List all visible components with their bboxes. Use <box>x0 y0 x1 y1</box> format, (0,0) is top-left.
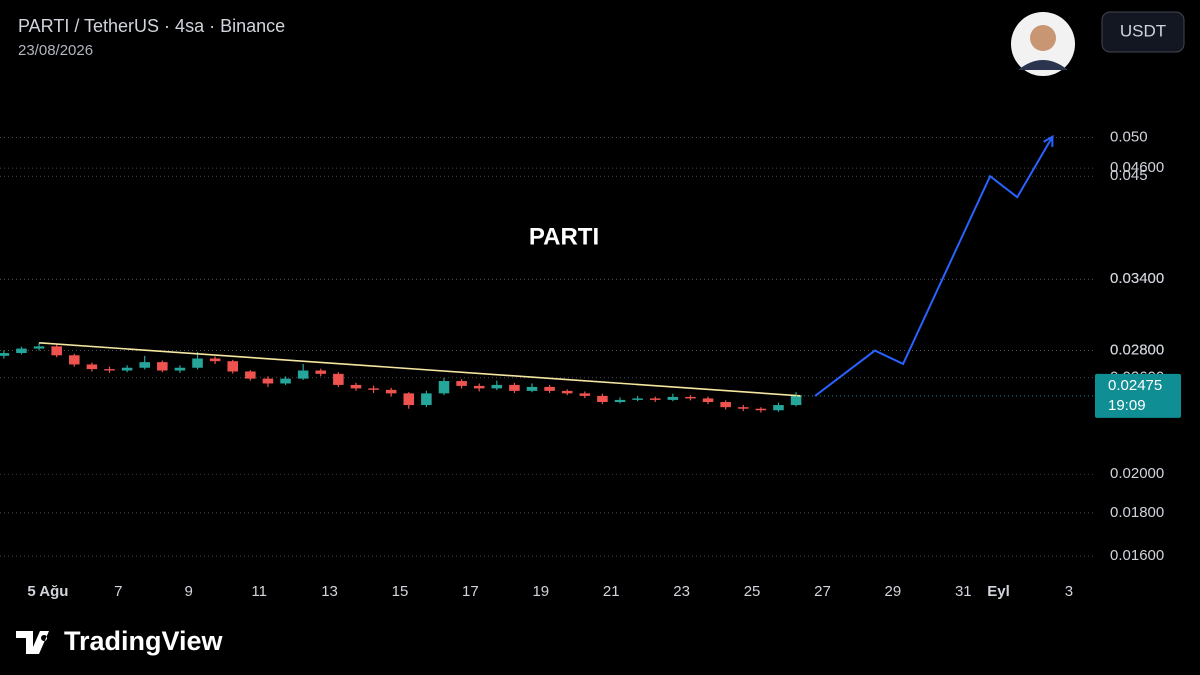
y-tick-label: 0.045 <box>1110 167 1148 184</box>
candle-body <box>685 396 696 399</box>
button-frame[interactable] <box>1101 11 1185 53</box>
currency-button[interactable]: USDT <box>1101 11 1185 53</box>
candle-body <box>350 384 362 389</box>
candle-body <box>614 399 626 403</box>
candle-body <box>86 364 98 370</box>
candle-body <box>51 346 62 356</box>
avatar <box>1011 12 1075 76</box>
candle-body <box>561 390 573 394</box>
candle-body <box>0 353 10 356</box>
candle-body <box>720 402 731 408</box>
candle-body <box>579 393 591 396</box>
x-tick-label: 19 <box>532 583 549 600</box>
candle-body <box>104 369 115 371</box>
x-tick-label: Eyl <box>987 583 1010 600</box>
candle-body <box>209 358 221 362</box>
candle-body <box>262 378 274 384</box>
price-tag-value: 0.02475 <box>1108 377 1162 394</box>
y-tick-label: 0.03400 <box>1110 270 1164 287</box>
axes: 0.046000.0500.0450.034000.034000.028000.… <box>27 128 1181 600</box>
x-tick-label: 11 <box>251 583 267 600</box>
candle-body <box>121 367 133 371</box>
candle-body <box>649 398 661 400</box>
trendline <box>39 342 802 397</box>
candle-body <box>526 386 538 391</box>
candle-body <box>473 385 485 389</box>
candle-body <box>315 370 327 374</box>
candle-body <box>790 395 802 406</box>
x-tick-label: 13 <box>321 583 338 600</box>
brand-name: TradingView <box>64 626 224 656</box>
candle-body <box>192 358 203 368</box>
y-tick-label: 0.02800 <box>1110 342 1164 359</box>
y-tick-label: 0.01600 <box>1110 547 1164 564</box>
price-tag <box>1095 373 1181 418</box>
candle-body <box>667 396 679 400</box>
chart-title: PARTI / TetherUS · 4sa · Binance <box>18 16 285 36</box>
y-tick-label: 0.01800 <box>1110 504 1164 521</box>
y-tick-label: 0.04600 <box>1110 159 1164 176</box>
candle-body <box>33 346 45 349</box>
candle-body <box>632 398 643 400</box>
x-tick-label: 5 Ağu <box>27 583 68 600</box>
avatar-body <box>1018 60 1068 70</box>
x-tick-label: 27 <box>814 583 831 600</box>
brand-logo <box>16 631 49 654</box>
x-tick-label: 23 <box>673 583 690 600</box>
candle-body <box>174 367 186 371</box>
y-tick-label: 0.02800 <box>1110 342 1164 359</box>
candle-body <box>421 393 432 406</box>
y-tick-label: 0.050 <box>1110 128 1148 145</box>
candle-body <box>755 408 767 411</box>
button-label[interactable]: USDT <box>1120 21 1166 40</box>
x-tick-label: 3 <box>1065 583 1073 600</box>
candle-body <box>139 362 150 368</box>
x-tick-label: 21 <box>603 583 620 600</box>
x-tick-label: 9 <box>185 583 193 600</box>
annotation: PARTI <box>529 223 599 250</box>
candle-body <box>438 381 450 394</box>
y-tick-label: 0.03400 <box>1110 270 1164 287</box>
candle-body <box>737 407 749 409</box>
candle-body <box>157 362 168 371</box>
candle-body <box>368 388 379 390</box>
candle-body <box>69 355 80 365</box>
plot <box>0 138 1095 413</box>
candle-body <box>456 381 467 386</box>
x-tick-label: 31 <box>955 583 972 600</box>
x-tick-label: 7 <box>114 583 122 600</box>
candle-body <box>297 370 309 379</box>
projection-path <box>814 138 1052 397</box>
x-tick-label: 17 <box>462 583 479 600</box>
candle-body <box>227 361 239 372</box>
grid <box>0 137 1095 557</box>
x-tick-label: 29 <box>885 583 902 600</box>
price-tag-time: 19:09 <box>1108 397 1146 414</box>
brand: TradingView <box>16 626 224 656</box>
x-tick-label: 15 <box>392 583 409 600</box>
candle-body <box>491 384 503 389</box>
candle-body <box>544 386 555 391</box>
chart-subtitle: 23/08/2026 <box>18 42 93 59</box>
candle-body <box>385 389 397 394</box>
candle-body <box>333 373 344 385</box>
candle-body <box>509 384 520 391</box>
candle-body <box>280 378 291 384</box>
candle-body <box>597 395 608 403</box>
candle-body <box>773 405 784 411</box>
y-tick-label: 0.02000 <box>1110 465 1164 482</box>
candle-body <box>16 348 27 354</box>
avatar-face <box>1030 25 1056 51</box>
x-tick-label: 25 <box>744 583 761 600</box>
candle-body <box>245 371 256 379</box>
candle-body <box>403 393 415 406</box>
candle-body <box>702 398 714 403</box>
